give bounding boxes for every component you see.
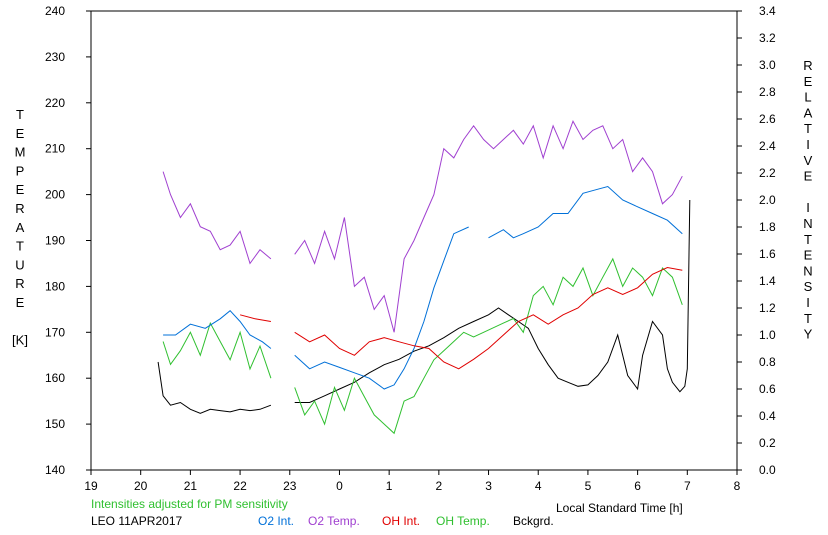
x-tick-label: 21 (184, 479, 198, 493)
x-tick-label: 22 (233, 479, 247, 493)
y-right-tick-label: 1.2 (759, 301, 776, 315)
y-left-label-letter: A (16, 220, 25, 235)
y-right-label-letter: T (804, 311, 812, 326)
y-right-tick-label: 3.2 (759, 31, 776, 45)
y-left-tick-label: 150 (45, 417, 65, 431)
y-right-label-letter: I (806, 137, 810, 152)
y-right-tick-label: 2.0 (759, 193, 776, 207)
series-line-o2-temp (162, 171, 272, 265)
y-right-tick-label: 1.6 (759, 247, 776, 261)
y-right-tick-label: 0.0 (759, 463, 776, 477)
y-left-tick-label: 180 (45, 279, 65, 293)
x-tick-label: 23 (283, 479, 297, 493)
y-right-label-letter: E (804, 169, 813, 184)
series-line-oh-temp (162, 321, 272, 379)
x-tick-label: 19 (84, 479, 98, 493)
y-left-tick-label: 240 (45, 4, 65, 18)
y-right-label-letter: E (804, 74, 813, 89)
x-tick-label: 0 (336, 479, 343, 493)
y-right-tick-label: 3.4 (759, 4, 776, 18)
x-tick-label: 2 (436, 479, 443, 493)
legend-bckgrd: Bckgrd. (513, 514, 554, 528)
y-right-label-letter: Y (804, 327, 813, 342)
y-right-tick-label: 2.6 (759, 112, 776, 126)
y-right-label-letter: S (804, 279, 813, 294)
series-line-o2-int (163, 310, 272, 349)
y-right-label-letter: I (806, 200, 810, 215)
y-left-tick-label: 200 (45, 188, 65, 202)
y-right-label-letter: I (806, 295, 810, 310)
y-right-tick-label: 1.4 (759, 274, 776, 288)
y-left-label-letter: P (16, 163, 25, 178)
y-left-label-letter: E (16, 182, 25, 197)
y-right-tick-label: 1.0 (759, 328, 776, 342)
series-line-o2-temp (294, 119, 683, 333)
station-date: LEO 11APR2017 (91, 514, 182, 528)
y-right-tick-label: 2.2 (759, 166, 776, 180)
legend-o2-temp: O2 Temp. (308, 514, 360, 528)
y-left-axis-ticks: 140 150 160 170 180 190 200 210 220 230 240 (45, 4, 91, 477)
series-line-o2-int (488, 185, 683, 239)
y-left-label-letter: E (16, 126, 25, 141)
x-tick-label: 7 (684, 479, 691, 493)
y-left-label-letter: R (15, 201, 24, 216)
y-right-tick-label: 2.8 (759, 85, 776, 99)
y-left-label-letter: E (16, 295, 25, 310)
y-right-tick-label: 1.8 (759, 220, 776, 234)
y-right-tick-label: 0.4 (759, 409, 776, 423)
y-left-label-letter: T (16, 239, 24, 254)
legend-oh-temp: OH Temp. (436, 514, 490, 528)
x-axis-label: Local Standard Time [h] (556, 501, 683, 515)
y-right-tick-label: 2.4 (759, 139, 776, 153)
y-left-label-letter: U (15, 257, 24, 272)
y-left-tick-label: 230 (45, 50, 65, 64)
y-right-label-letter: N (803, 263, 812, 278)
y-right-label-letter: N (803, 216, 812, 231)
y-right-tick-label: 0.8 (759, 355, 776, 369)
series-layer (157, 119, 691, 435)
y-right-tick-label: 0.6 (759, 382, 776, 396)
y-right-tick-label: 0.2 (759, 436, 776, 450)
x-tick-label: 4 (535, 479, 542, 493)
series-line-bckgrd (157, 361, 272, 414)
series-line-oh-int (294, 266, 683, 370)
series-line-oh-int (239, 314, 271, 322)
y-right-tick-label: 3.0 (759, 58, 776, 72)
x-tick-label: 1 (386, 479, 393, 493)
y-right-axis-ticks: 0.0 0.2 0.4 0.6 0.8 1.0 1.2 1.4 1.6 1.8 2.0 2.2 2.4 2… (737, 4, 776, 477)
y-right-label-letter: T (804, 232, 812, 247)
y-right-label-letter: A (804, 105, 813, 120)
legend-o2-int: O2 Int. (258, 514, 294, 528)
y-right-label-letter: R (803, 58, 812, 73)
y-left-tick-label: 220 (45, 96, 65, 110)
y-left-tick-label: 160 (45, 371, 65, 385)
y-left-label-letter: R (15, 276, 24, 291)
series-line-o2-int (294, 226, 469, 390)
sensitivity-note: Intensities adjusted for PM sensitivity (91, 497, 288, 511)
y-left-tick-label: 140 (45, 463, 65, 477)
y-left-tick-label: 170 (45, 325, 65, 339)
legend-oh-int: OH Int. (382, 514, 420, 528)
x-tick-label: 20 (134, 479, 148, 493)
y-left-tick-label: 190 (45, 234, 65, 248)
x-tick-label: 8 (734, 479, 741, 493)
series-line-bckgrd (294, 199, 691, 403)
x-tick-label: 5 (585, 479, 592, 493)
series-line-oh-temp (294, 257, 683, 435)
y-right-label-letter: T (804, 121, 812, 136)
x-tick-label: 3 (485, 479, 492, 493)
y-left-label-letter: [K] (12, 333, 28, 348)
y-left-tick-label: 210 (45, 142, 65, 156)
y-right-label-letter: L (804, 90, 811, 105)
y-right-label-letter: E (804, 248, 813, 263)
x-axis-ticks: 19 20 21 22 23 0 1 2 3 4 5 6 7 8 (84, 470, 741, 493)
y-right-label-letter: V (804, 153, 813, 168)
x-tick-label: 6 (634, 479, 641, 493)
y-left-label-letter: T (16, 107, 24, 122)
y-left-label-letter: M (15, 145, 26, 160)
